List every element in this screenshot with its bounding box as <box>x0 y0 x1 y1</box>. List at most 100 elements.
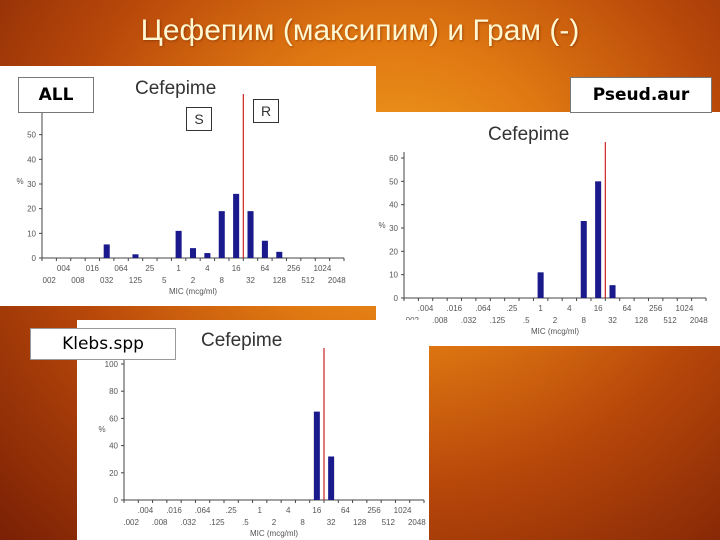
x-tick-label-top: 256 <box>649 304 663 313</box>
x-tick-label-bottom: .125 <box>490 316 506 325</box>
x-tick-label-top: 256 <box>287 264 301 273</box>
label-klebs-spp: Klebs.spp <box>30 328 176 360</box>
x-tick-label-bottom: .032 <box>180 518 196 527</box>
x-tick-label-bottom: 8 <box>220 276 225 285</box>
x-tick-label-bottom: 128 <box>273 276 287 285</box>
y-tick-label: 30 <box>389 224 398 233</box>
x-tick-label-top: 64 <box>260 264 269 273</box>
y-tick-label: 40 <box>109 442 118 451</box>
x-tick-label-top: .016 <box>166 506 182 515</box>
x-tick-label-bottom: .5 <box>242 518 249 527</box>
chart-all: Cefepime0102030405060%004016064251416642… <box>16 78 346 296</box>
x-tick-label-bottom: 125 <box>129 276 143 285</box>
x-tick-label-bottom: 128 <box>635 316 649 325</box>
bar <box>204 253 211 258</box>
y-tick-label: 60 <box>109 414 118 423</box>
bar <box>328 456 335 500</box>
y-tick-label: 10 <box>27 229 36 238</box>
y-tick-label: 10 <box>389 271 398 280</box>
x-tick-label-top: 16 <box>594 304 603 313</box>
y-tick-label: 20 <box>109 469 118 478</box>
x-tick-label-top: 1 <box>538 304 543 313</box>
y-tick-label: 40 <box>27 155 36 164</box>
susceptible-marker: S <box>186 107 212 131</box>
x-tick-label-bottom: 512 <box>663 316 677 325</box>
y-tick-label: 50 <box>389 177 398 186</box>
y-tick-label: 80 <box>109 387 118 396</box>
bar <box>189 248 197 258</box>
x-tick-label-bottom: 32 <box>608 316 617 325</box>
x-tick-label-bottom: 32 <box>327 518 336 527</box>
bar <box>313 411 320 500</box>
x-tick-label-top: 64 <box>622 304 631 313</box>
x-tick-label-top: 256 <box>367 506 381 515</box>
x-tick-label-top: 064 <box>114 264 128 273</box>
x-tick-label-top: .064 <box>195 506 211 515</box>
y-axis-label: % <box>378 221 385 230</box>
x-tick-label-top: .016 <box>447 304 463 313</box>
chart-title: Cefepime <box>488 124 569 145</box>
x-tick-label-bottom: 2 <box>272 518 277 527</box>
x-tick-label-top: .25 <box>506 304 518 313</box>
x-tick-label-top: 016 <box>86 264 100 273</box>
x-tick-label-top: 1 <box>257 506 262 515</box>
x-tick-label-bottom: 5 <box>162 276 167 285</box>
x-tick-label-top: 1024 <box>314 264 332 273</box>
x-tick-label-bottom: 2048 <box>328 276 346 285</box>
x-tick-label-top: 16 <box>232 264 241 273</box>
chart-klebs: Cefepime 0 20 40 60 80 100% .004 .016 .064 .25 1 4 16… <box>98 330 426 538</box>
label-pseud-aur: Pseud.aur <box>570 77 712 113</box>
x-axis-label: MIC (mcg/ml) <box>531 327 579 336</box>
y-tick-label: 30 <box>27 180 36 189</box>
x-tick-label-bottom: 8 <box>300 518 305 527</box>
x-tick-label-bottom: 2048 <box>408 518 426 527</box>
x-tick-label-top: .25 <box>226 506 238 515</box>
bar <box>595 181 602 298</box>
chart-title: Cefepime <box>201 330 282 351</box>
x-tick-label-bottom: 2 <box>191 276 196 285</box>
x-tick-label-top: 25 <box>145 264 154 273</box>
x-tick-label-bottom: 2048 <box>690 316 708 325</box>
bar <box>233 193 240 258</box>
y-tick-label: 0 <box>394 294 399 303</box>
x-tick-label-top: 1 <box>176 264 181 273</box>
x-tick-label-top: 1024 <box>676 304 694 313</box>
x-tick-label-bottom: .008 <box>432 316 448 325</box>
bar <box>103 244 110 258</box>
x-tick-label-bottom: 008 <box>71 276 85 285</box>
x-tick-label-bottom: 32 <box>246 276 255 285</box>
y-tick-label: 60 <box>389 154 398 163</box>
x-tick-label-top: 1024 <box>394 506 412 515</box>
x-tick-label-bottom: 002 <box>43 276 57 285</box>
chart-panel-pseud: Cefepime 0 10 20 30 40 50 60% .004 .016 .064 .25 1 4 1… <box>376 112 720 346</box>
bar <box>276 251 283 258</box>
y-tick-label: 100 <box>105 360 119 369</box>
y-tick-label: 20 <box>389 247 398 256</box>
y-tick-label: 50 <box>27 131 36 140</box>
x-tick-label-top: 16 <box>312 506 321 515</box>
x-tick-label-top: .064 <box>475 304 491 313</box>
bar <box>247 211 254 258</box>
bar <box>609 285 616 298</box>
x-tick-label-bottom: 512 <box>382 518 396 527</box>
x-tick-label-bottom: .5 <box>523 316 530 325</box>
x-tick-label-bottom: .032 <box>461 316 477 325</box>
bar <box>580 221 587 298</box>
y-axis-label: % <box>98 425 105 434</box>
x-tick-label-bottom: 2 <box>553 316 558 325</box>
x-tick-label-bottom: 032 <box>100 276 114 285</box>
x-tick-label-top: 4 <box>205 264 210 273</box>
x-tick-label-top: 004 <box>57 264 71 273</box>
y-tick-label: 20 <box>27 205 36 214</box>
x-tick-label-top: .004 <box>138 506 154 515</box>
x-tick-label-bottom: 8 <box>582 316 587 325</box>
x-tick-label-bottom: .002 <box>123 518 139 527</box>
y-tick-label: 40 <box>389 201 398 210</box>
x-tick-label-bottom: .125 <box>209 518 225 527</box>
y-tick-label: 0 <box>32 254 37 263</box>
x-axis-label: MIC (mcg/ml) <box>169 287 217 296</box>
chart-title: Cefepime <box>135 78 216 99</box>
bar <box>261 240 268 258</box>
bar <box>218 211 225 258</box>
x-tick-label-top: 4 <box>567 304 572 313</box>
